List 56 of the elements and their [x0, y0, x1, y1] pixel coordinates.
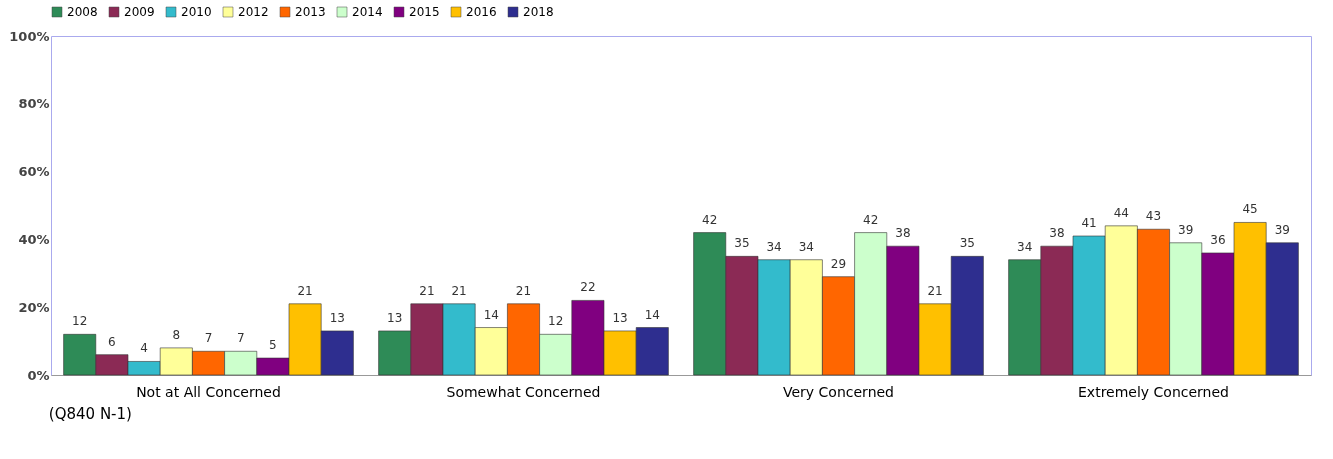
data-label: 42 — [702, 212, 718, 227]
data-label: 12 — [72, 314, 88, 329]
data-label: 34 — [1017, 239, 1033, 254]
data-label: 36 — [1210, 232, 1226, 247]
y-tick-label: 60% — [18, 164, 50, 180]
y-tick-label: 100% — [9, 28, 50, 44]
data-label: 8 — [172, 327, 181, 342]
data-label: 21 — [515, 283, 532, 298]
x-tick-label: Extremely Concerned — [1078, 383, 1229, 400]
legend-label: 2016 — [466, 5, 497, 19]
x-tick-label: Not at All Concerned — [136, 383, 281, 400]
data-label: 6 — [108, 334, 116, 349]
data-label: 34 — [798, 239, 814, 254]
data-label: 41 — [1081, 216, 1097, 231]
legend-label: 2018 — [523, 5, 554, 19]
data-label: 44 — [1113, 205, 1129, 220]
data-label: 13 — [612, 310, 628, 325]
x-tick-label: Very Concerned — [782, 383, 895, 400]
data-label: 34 — [766, 239, 782, 254]
data-label: 38 — [895, 226, 911, 241]
data-label: 39 — [1178, 222, 1194, 237]
legend-label: 2008 — [67, 5, 98, 19]
text: (Q840 N-1) — [48, 405, 132, 423]
y-tick-label: 20% — [18, 299, 50, 315]
data-label: 29 — [830, 256, 847, 271]
y-tick-label: 0% — [27, 367, 50, 383]
data-label: 14 — [483, 307, 499, 322]
data-label: 5 — [269, 338, 277, 353]
legend-label: 2010 — [181, 5, 212, 19]
legend-label: 2014 — [352, 5, 383, 19]
y-tick-label: 40% — [18, 231, 50, 247]
data-label: 22 — [580, 280, 596, 295]
data-label: 21 — [297, 283, 313, 298]
data-label: 42 — [863, 212, 879, 227]
legend-label: 2013 — [295, 5, 326, 19]
data-label: 13 — [387, 310, 403, 325]
data-label: 13 — [329, 310, 345, 325]
data-label: 7 — [236, 331, 245, 346]
data-label: 45 — [1242, 202, 1258, 217]
data-label: 7 — [204, 331, 213, 346]
legend-label: 2012 — [238, 5, 269, 19]
data-label: 21 — [419, 283, 435, 298]
data-label: 21 — [451, 283, 467, 298]
data-label: 38 — [1049, 226, 1065, 241]
data-label: 39 — [1274, 222, 1290, 237]
legend-label: 2009 — [124, 5, 155, 19]
legend-label: 2015 — [409, 5, 440, 19]
data-label: 14 — [644, 307, 660, 322]
data-label: 43 — [1145, 209, 1162, 224]
data-label: 12 — [548, 314, 564, 329]
data-label: 21 — [927, 283, 943, 298]
x-tick-label: Somewhat Concerned — [446, 383, 601, 400]
y-tick-label: 80% — [18, 96, 50, 112]
data-label: 35 — [734, 236, 750, 251]
data-label: 4 — [140, 341, 148, 356]
data-label: 35 — [959, 236, 975, 251]
